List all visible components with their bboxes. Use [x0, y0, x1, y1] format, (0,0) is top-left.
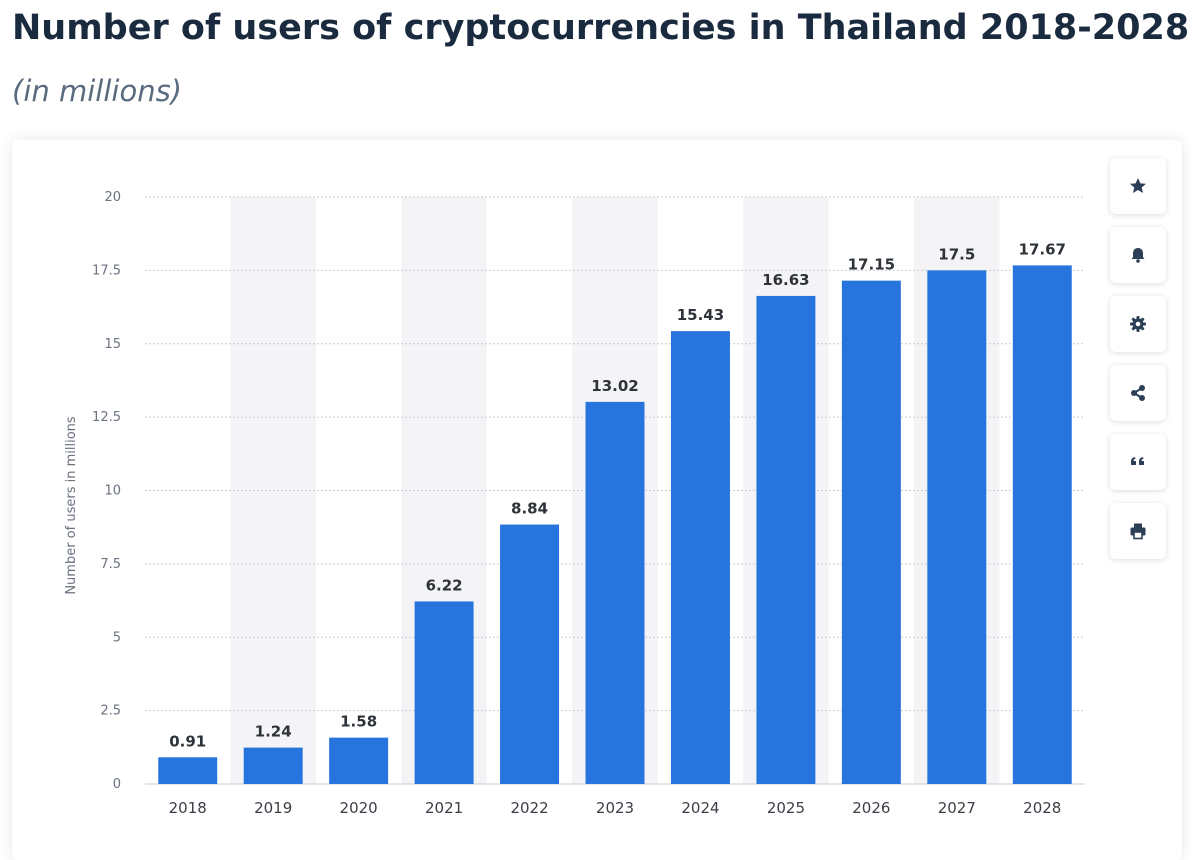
gear-icon	[1130, 316, 1146, 332]
bar[interactable]	[927, 270, 987, 784]
bar[interactable]	[585, 401, 645, 784]
y-tick-label: 17.5	[92, 263, 121, 278]
bar[interactable]	[500, 524, 560, 784]
chart-subtitle: (in millions)	[12, 74, 182, 108]
data-label: 13.02	[591, 377, 638, 395]
data-label: 15.43	[677, 306, 724, 324]
chart-title: Number of users of cryptocurrencies in T…	[12, 8, 1190, 48]
share-icon	[1131, 385, 1145, 401]
x-tick-label: 2028	[1023, 799, 1061, 817]
bar[interactable]	[414, 601, 474, 784]
print-icon	[1130, 523, 1146, 540]
y-tick-label: 5	[113, 630, 121, 645]
y-tick-label: 20	[104, 190, 121, 205]
cite-button[interactable]	[1110, 434, 1166, 490]
data-label: 6.22	[426, 576, 463, 594]
quote-icon	[1131, 457, 1144, 465]
x-tick-label: 2026	[852, 799, 890, 817]
x-tick-label: 2019	[254, 799, 292, 817]
y-tick-label: 2.5	[100, 704, 121, 719]
bar[interactable]	[158, 757, 218, 784]
data-label: 17.67	[1019, 240, 1066, 258]
x-tick-label: 2021	[425, 799, 463, 817]
x-axis-ticks: 2018 2019 2020 2021 2022 2023 2024 2025 2026 2027…	[169, 799, 1062, 817]
x-tick-label: 2027	[938, 799, 976, 817]
x-tick-label: 2022	[510, 799, 548, 817]
notify-button[interactable]	[1110, 227, 1166, 283]
data-label: 8.84	[511, 500, 548, 518]
bar[interactable]	[841, 280, 901, 784]
bar[interactable]	[243, 747, 303, 784]
x-tick-label: 2020	[340, 799, 378, 817]
y-tick-label: 0	[113, 777, 121, 792]
settings-button[interactable]	[1110, 296, 1166, 352]
y-tick-label: 7.5	[100, 557, 121, 572]
y-tick-label: 12.5	[92, 410, 121, 425]
y-tick-label: 15	[104, 337, 121, 352]
chart-toolbar	[1110, 158, 1166, 572]
bar[interactable]	[756, 295, 816, 784]
data-label: 0.91	[169, 732, 206, 750]
data-label: 16.63	[762, 271, 809, 289]
bar[interactable]	[670, 331, 730, 784]
data-label: 1.58	[340, 713, 377, 731]
data-labels: 0.91 1.24 1.58 6.22 8.84 13.02 15.43 16.63 17.15…	[169, 240, 1066, 750]
bars	[158, 265, 1072, 784]
share-button[interactable]	[1110, 365, 1166, 421]
star-icon	[1130, 178, 1146, 193]
data-label: 17.5	[938, 245, 975, 263]
y-tick-label: 10	[104, 484, 121, 499]
print-button[interactable]	[1110, 503, 1166, 559]
x-tick-label: 2023	[596, 799, 634, 817]
bar[interactable]	[329, 737, 389, 784]
x-tick-label: 2025	[767, 799, 805, 817]
x-tick-label: 2024	[681, 799, 719, 817]
y-axis-title: Number of users in millions	[64, 416, 79, 595]
bell-icon	[1131, 248, 1145, 263]
data-label: 17.15	[848, 256, 895, 274]
data-label: 1.24	[255, 723, 292, 741]
y-axis-ticks: 0 2.5 5 7.5 10 12.5 15 17.5 20	[92, 190, 121, 792]
x-tick-label: 2018	[169, 799, 207, 817]
favorite-button[interactable]	[1110, 158, 1166, 214]
bar[interactable]	[1012, 265, 1072, 784]
